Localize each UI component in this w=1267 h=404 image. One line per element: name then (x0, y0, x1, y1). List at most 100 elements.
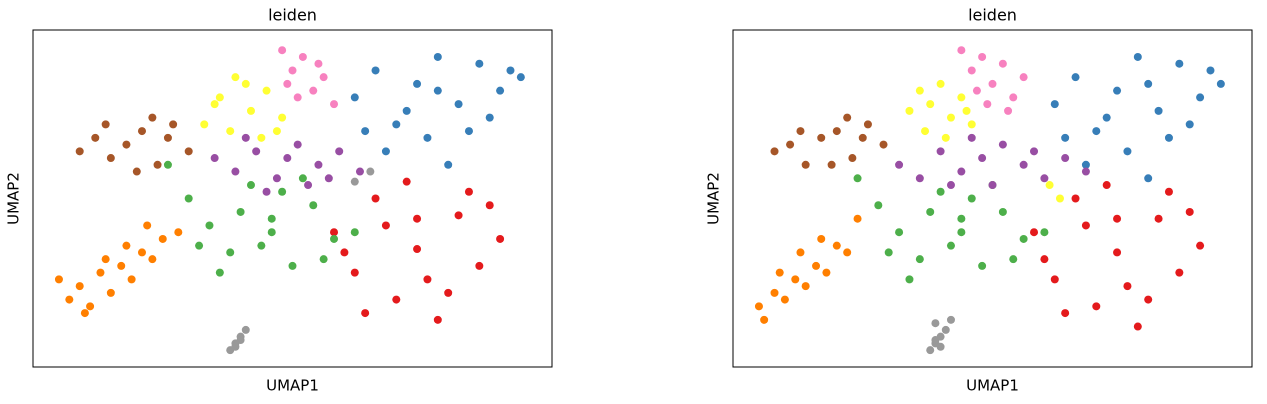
point (205, 221, 214, 230)
point (1154, 106, 1163, 115)
point (215, 93, 224, 102)
point (946, 315, 955, 324)
point (1216, 79, 1225, 88)
point (80, 309, 89, 318)
point (241, 325, 250, 334)
point (464, 187, 473, 196)
point (246, 181, 255, 190)
point (1175, 268, 1184, 277)
point (962, 106, 971, 115)
point (231, 73, 240, 82)
point (402, 106, 411, 115)
point (957, 93, 966, 102)
point (832, 127, 841, 136)
point (75, 147, 84, 156)
point (1185, 120, 1194, 129)
point (817, 133, 826, 142)
point (86, 302, 95, 311)
point (241, 133, 250, 142)
point (1019, 73, 1028, 82)
point (267, 228, 276, 237)
point (433, 86, 442, 95)
point (915, 255, 924, 264)
point (106, 154, 115, 163)
point (843, 248, 852, 257)
x-axis-label: UMAP1 (266, 377, 319, 395)
point (853, 214, 862, 223)
point (309, 86, 318, 95)
point (148, 113, 157, 122)
point (760, 315, 769, 324)
point (926, 207, 935, 216)
point (293, 140, 302, 149)
point (350, 228, 359, 237)
point (210, 100, 219, 109)
point (65, 295, 74, 304)
point (791, 275, 800, 284)
point (941, 325, 950, 334)
point (355, 167, 364, 176)
point (1061, 154, 1070, 163)
point (330, 228, 339, 237)
point (1154, 214, 1163, 223)
point (257, 241, 266, 250)
point (978, 261, 987, 270)
point (1009, 93, 1018, 102)
point (895, 160, 904, 169)
point (475, 261, 484, 270)
point (246, 106, 255, 115)
point (257, 133, 266, 142)
point (241, 79, 250, 88)
point (361, 309, 370, 318)
point (1081, 167, 1090, 176)
point (879, 140, 888, 149)
point (75, 282, 84, 291)
point (215, 268, 224, 277)
point (998, 59, 1007, 68)
point (454, 211, 463, 220)
point (957, 167, 966, 176)
point (350, 93, 359, 102)
point (236, 207, 245, 216)
point (413, 245, 422, 254)
point (231, 342, 240, 351)
point (926, 100, 935, 109)
point (496, 234, 505, 243)
point (304, 181, 313, 190)
point (1081, 221, 1090, 230)
point (1050, 275, 1059, 284)
point (967, 66, 976, 75)
point (998, 140, 1007, 149)
point (983, 100, 992, 109)
x-axis-label: UMAP1 (966, 377, 1019, 395)
point (226, 127, 235, 136)
point (464, 127, 473, 136)
point (786, 140, 795, 149)
point (324, 174, 333, 183)
point (967, 194, 976, 203)
point (169, 120, 178, 129)
point (1196, 241, 1205, 250)
point (262, 86, 271, 95)
point (957, 214, 966, 223)
point (137, 127, 146, 136)
point (236, 336, 245, 345)
point (1113, 248, 1122, 257)
point (1206, 66, 1215, 75)
point (1040, 255, 1049, 264)
point (298, 174, 307, 183)
point (122, 241, 131, 250)
point (54, 275, 63, 284)
point (1071, 194, 1080, 203)
point (822, 268, 831, 277)
point (967, 120, 976, 129)
point (936, 79, 945, 88)
point (350, 177, 359, 186)
point (827, 160, 836, 169)
point (957, 228, 966, 237)
point (210, 154, 219, 163)
point (1019, 234, 1028, 243)
point (1030, 228, 1039, 237)
point (252, 147, 261, 156)
point (1185, 207, 1194, 216)
